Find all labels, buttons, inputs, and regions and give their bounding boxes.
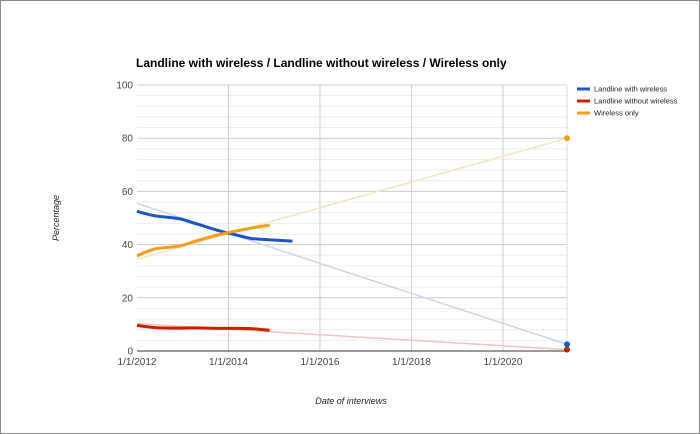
- y-tick-label: 40: [122, 240, 134, 251]
- x-tick-label: 1/1/2014: [209, 357, 248, 368]
- trend-endpoint: [564, 135, 570, 142]
- y-tick-label: 20: [122, 293, 134, 304]
- series-line: [136, 209, 293, 243]
- trend-endpoint: [564, 346, 570, 353]
- grid: [137, 84, 568, 351]
- legend-label: Landline without wireless: [594, 97, 678, 106]
- x-tick-label: 1/1/2018: [392, 357, 431, 368]
- x-tick-label: 1/1/2016: [301, 357, 340, 368]
- y-axis-title: Percentage: [51, 195, 61, 241]
- series-lines: [136, 209, 293, 332]
- trendlines: [136, 135, 570, 353]
- y-tick-label: 60: [122, 187, 134, 198]
- x-tick-label: 1/1/2012: [118, 357, 157, 368]
- tick-labels: 0 20 40 60 80 100 1/1/2012 1/1/2014 1/1/2016 1/1/…: [116, 81, 523, 369]
- y-tick-label: 100: [116, 81, 133, 92]
- y-tick-label: 0: [127, 347, 133, 358]
- series-line: [136, 323, 270, 332]
- y-tick-label: 80: [122, 134, 134, 145]
- chart-title: Landline with wireless / Landline withou…: [136, 56, 507, 70]
- x-tick-label: 1/1/2020: [483, 357, 522, 368]
- legend: Landline with wireless Landline without w…: [577, 85, 678, 118]
- trend-endpoint: [564, 341, 570, 348]
- legend-label: Wireless only: [594, 109, 639, 118]
- series-line: [136, 223, 270, 258]
- trendline: [136, 137, 568, 260]
- x-axis-title: Date of interviews: [315, 396, 387, 406]
- legend-label: Landline with wireless: [594, 85, 667, 94]
